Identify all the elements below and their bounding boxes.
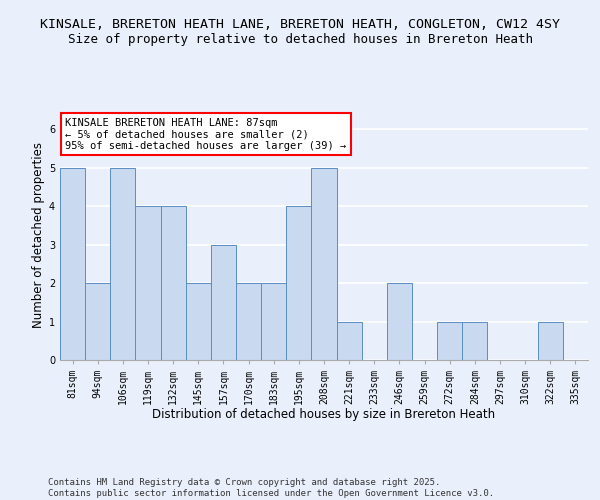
Text: KINSALE, BRERETON HEATH LANE, BRERETON HEATH, CONGLETON, CW12 4SY: KINSALE, BRERETON HEATH LANE, BRERETON H… (40, 18, 560, 30)
Text: KINSALE BRERETON HEATH LANE: 87sqm
← 5% of detached houses are smaller (2)
95% o: KINSALE BRERETON HEATH LANE: 87sqm ← 5% … (65, 118, 347, 150)
Bar (387, 283, 412, 360)
Bar (211, 244, 236, 360)
Bar (161, 206, 186, 360)
Bar (462, 322, 487, 360)
Bar (437, 322, 462, 360)
Bar (538, 322, 563, 360)
Bar (60, 168, 85, 360)
Text: Size of property relative to detached houses in Brereton Heath: Size of property relative to detached ho… (67, 32, 533, 46)
Bar (337, 322, 362, 360)
Bar (136, 206, 161, 360)
Bar (261, 283, 286, 360)
X-axis label: Distribution of detached houses by size in Brereton Heath: Distribution of detached houses by size … (152, 408, 496, 422)
Bar (110, 168, 136, 360)
Bar (286, 206, 311, 360)
Text: Contains HM Land Registry data © Crown copyright and database right 2025.
Contai: Contains HM Land Registry data © Crown c… (48, 478, 494, 498)
Bar (186, 283, 211, 360)
Y-axis label: Number of detached properties: Number of detached properties (32, 142, 45, 328)
Bar (85, 283, 110, 360)
Bar (236, 283, 261, 360)
Bar (311, 168, 337, 360)
